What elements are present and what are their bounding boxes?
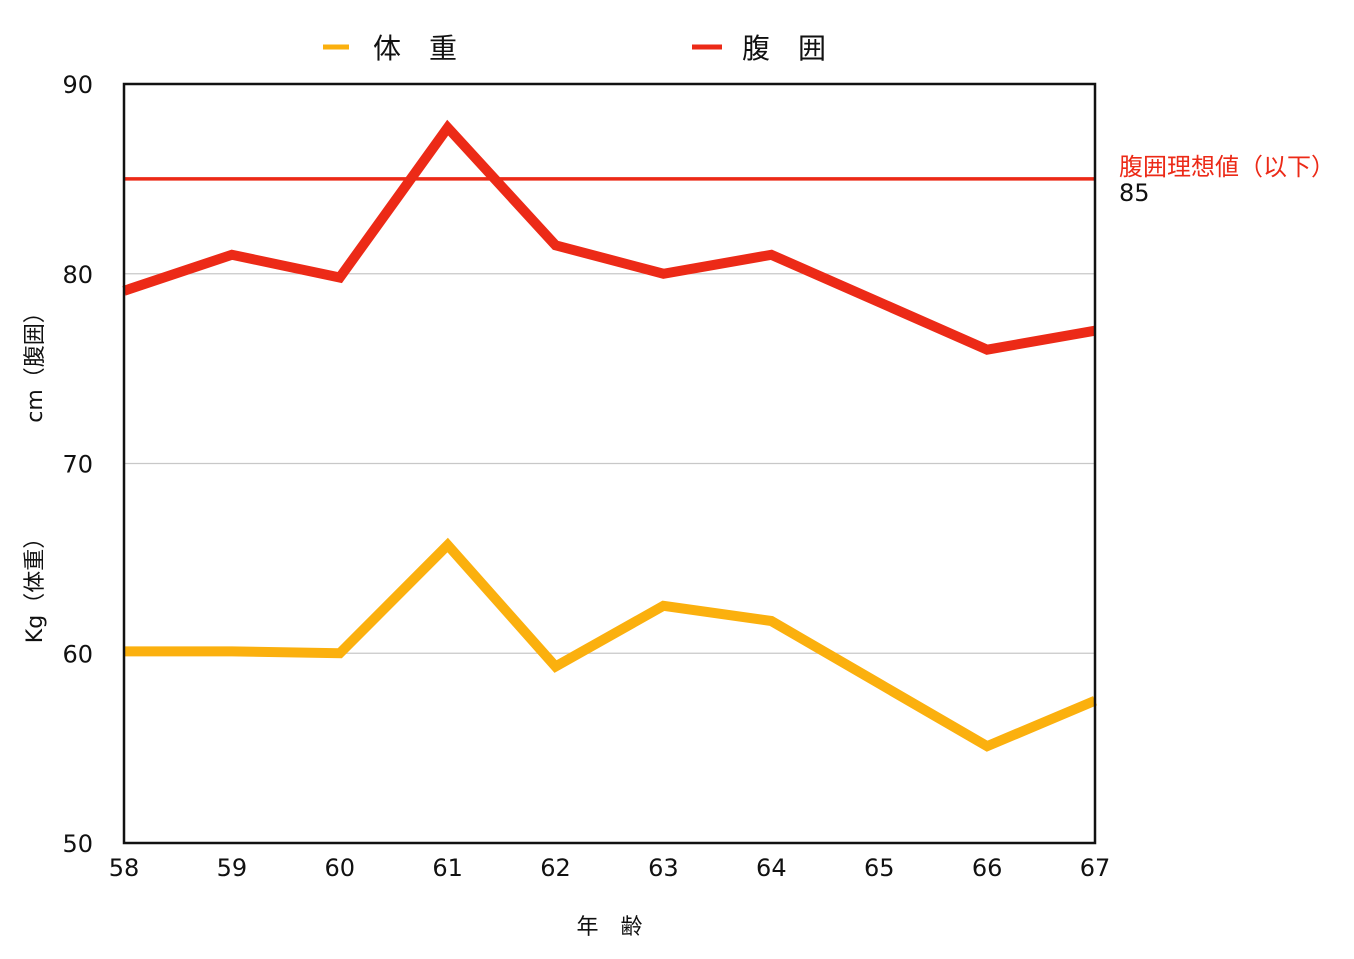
reference-line-value: 85 xyxy=(1119,179,1150,207)
plot-frame xyxy=(122,82,1097,845)
x-tick-label: 67 xyxy=(1080,854,1111,882)
x-tick-label: 64 xyxy=(756,854,787,882)
reference-line-label: 腹囲理想値（以下） xyxy=(1119,153,1335,181)
legend-label: 腹 囲 xyxy=(742,32,826,65)
series-line-1 xyxy=(122,119,1096,355)
x-axis-ticks: 58 59 60 61 62 63 64 65 66 67 xyxy=(109,854,1111,882)
x-tick-label: 58 xyxy=(109,854,140,882)
y-tick-label: 50 xyxy=(62,830,93,858)
x-tick-label: 62 xyxy=(540,854,571,882)
x-tick-label: 61 xyxy=(432,854,463,882)
y-tick-label: 80 xyxy=(62,261,93,289)
x-tick-label: 60 xyxy=(325,854,356,882)
x-tick-label: 59 xyxy=(217,854,248,882)
legend: 体 重腹 囲 xyxy=(323,32,826,65)
y-tick-label: 90 xyxy=(62,71,93,99)
y-axis-title-kg: Kg（体重） xyxy=(23,527,48,643)
legend-label: 体 重 xyxy=(373,32,457,65)
y-tick-label: 60 xyxy=(62,640,93,668)
y-tick-label: 70 xyxy=(62,451,93,479)
y-axis-title-cm: cm（腹囲） xyxy=(23,301,48,423)
x-tick-label: 65 xyxy=(864,854,895,882)
x-tick-label: 63 xyxy=(648,854,679,882)
x-tick-label: 66 xyxy=(972,854,1003,882)
series-line-0 xyxy=(124,537,1097,752)
y-axis-ticks: 50 60 70 80 90 xyxy=(62,71,93,858)
series-lines xyxy=(122,119,1097,752)
x-axis-title: 年 齢 xyxy=(576,915,642,940)
reference-line-group: 腹囲理想値（以下） 85 xyxy=(124,153,1335,207)
